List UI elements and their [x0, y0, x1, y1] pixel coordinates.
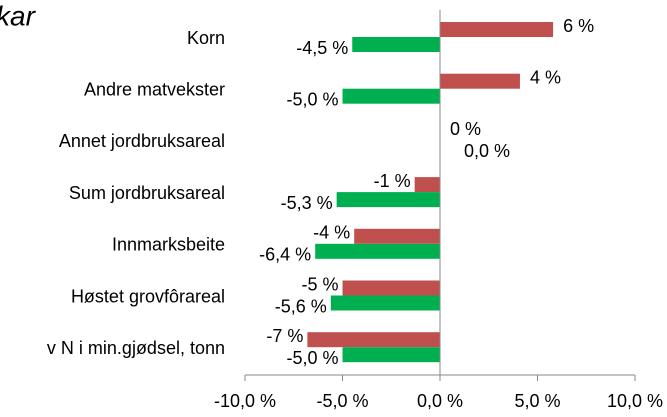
bar	[342, 88, 440, 104]
bar	[440, 22, 554, 37]
bar	[336, 192, 440, 208]
bar	[352, 37, 440, 52]
category-label: Innmarksbeite	[112, 235, 225, 255]
x-tick-label: -5,0 %	[316, 391, 368, 411]
value-label: 0,0 %	[464, 141, 510, 161]
value-label: 4 %	[530, 67, 561, 87]
bar	[342, 280, 440, 296]
bar	[315, 243, 440, 259]
value-label: -4,5 %	[296, 38, 348, 58]
category-label: Andre matvekster	[84, 79, 225, 99]
x-tick-label: 0,0 %	[417, 391, 463, 411]
x-tick-label: 10,0 %	[607, 391, 663, 411]
x-tick-label: 5,0 %	[514, 391, 560, 411]
value-label: -6,4 %	[259, 245, 311, 265]
value-label: -5 %	[301, 274, 338, 294]
category-label: Annet jordbruksareal	[59, 131, 225, 151]
value-label: -7 %	[266, 326, 303, 346]
value-label: -5,0 %	[286, 89, 338, 109]
bar	[307, 332, 440, 348]
bar	[354, 228, 440, 244]
value-label: -5,0 %	[286, 348, 338, 368]
bar	[330, 295, 440, 311]
category-label: v N i min.gjødsel, tonn	[47, 338, 225, 358]
value-label: -1 %	[374, 171, 411, 191]
category-label: Sum jordbruksareal	[69, 183, 225, 203]
bar	[440, 73, 520, 89]
value-label: 0 %	[450, 119, 481, 139]
value-label: -5,3 %	[281, 193, 333, 213]
value-label: -5,6 %	[275, 296, 327, 316]
chart-title: kar	[0, 0, 37, 31]
bar	[342, 347, 440, 363]
category-label: Høstet grovfôrareal	[71, 286, 225, 306]
value-label: 6 %	[563, 16, 594, 36]
category-label: Korn	[187, 28, 225, 48]
value-label: -4 %	[313, 223, 350, 243]
bar	[414, 177, 440, 193]
x-tick-label: -10,0 %	[214, 391, 276, 411]
